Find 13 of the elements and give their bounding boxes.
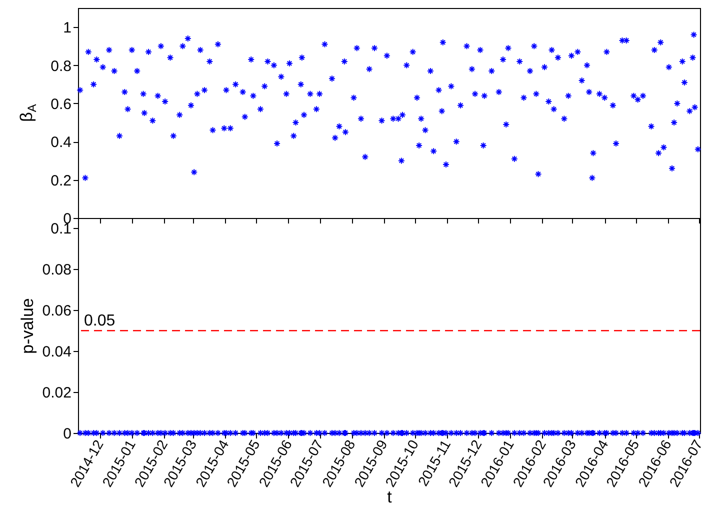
y-tick-label: 0.6	[50, 96, 72, 113]
y-tick-label: 0.4	[50, 134, 72, 152]
y-axis-title: p-value	[18, 298, 38, 354]
y-tick-label: 0.04	[42, 344, 72, 361]
y-tick-label: 1	[63, 20, 72, 37]
y-tick-label: 0.08	[42, 262, 72, 279]
y-tick-label: 0	[63, 426, 72, 442]
y-tick-label: 0.8	[50, 58, 72, 75]
y-tick-label: 0.06	[42, 302, 72, 320]
y-tick-label: 0.02	[42, 384, 72, 402]
x-axis-title: t	[387, 487, 392, 506]
y-tick-label: 0.2	[50, 172, 72, 190]
ref-line-label: 0.05	[84, 312, 116, 330]
